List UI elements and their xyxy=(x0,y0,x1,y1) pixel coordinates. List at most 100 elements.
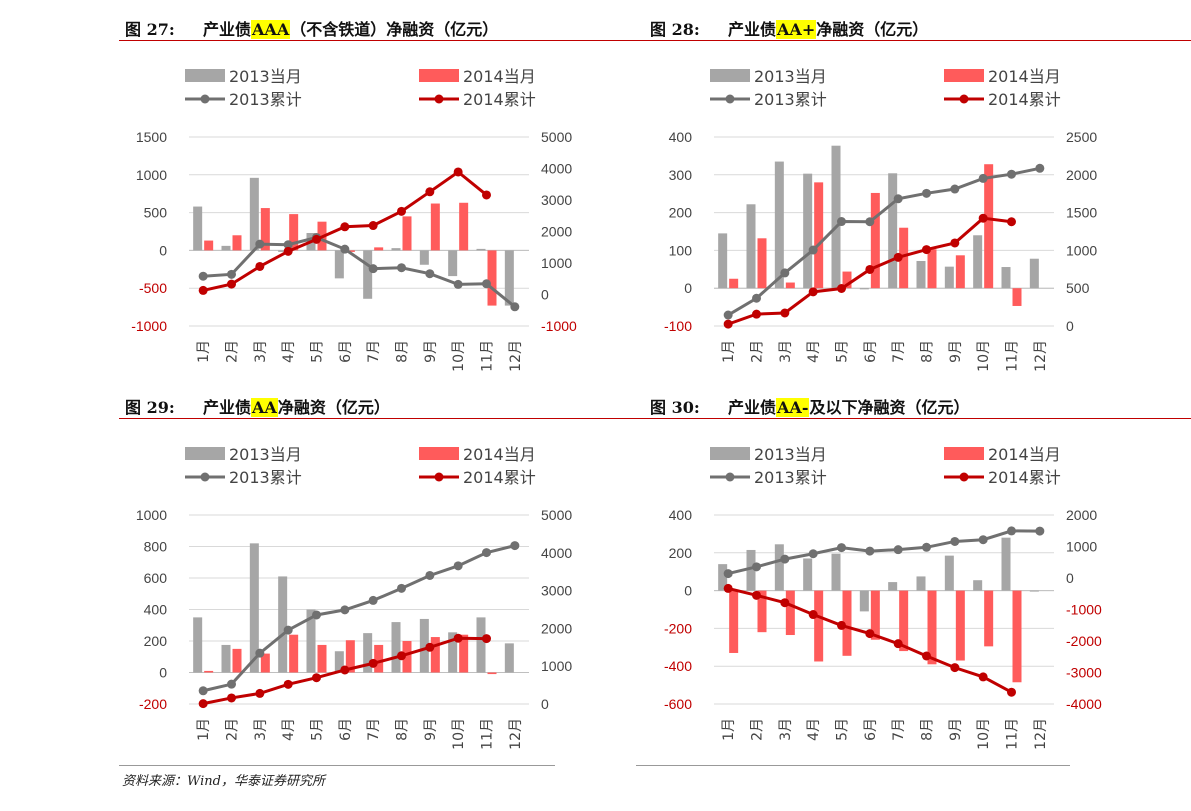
y-tick-label: 500 xyxy=(144,205,168,221)
bar xyxy=(859,288,869,290)
data-point xyxy=(922,245,931,255)
footer-divider xyxy=(119,765,555,766)
bar xyxy=(334,651,344,673)
legend-swatch xyxy=(944,69,984,82)
title-suffix: 净融资（亿元） xyxy=(816,20,929,39)
bar xyxy=(870,192,880,289)
y-tick-label: 1500 xyxy=(136,129,167,145)
y-tick-label: 200 xyxy=(669,545,693,561)
data-point xyxy=(425,269,435,279)
y2-tick-label: -1000 xyxy=(541,318,577,334)
legend-swatch xyxy=(419,69,459,82)
y2-tick-label: -2000 xyxy=(1066,633,1102,649)
bar xyxy=(831,553,841,591)
data-point xyxy=(978,173,988,183)
y-tick-label: 400 xyxy=(669,507,693,523)
data-point xyxy=(780,308,790,318)
data-point xyxy=(978,672,988,682)
y-tick-label: -200 xyxy=(139,696,167,712)
x-tick-label: 7月 xyxy=(366,340,382,363)
bar xyxy=(391,248,401,251)
data-point xyxy=(893,545,903,555)
data-point xyxy=(312,673,321,683)
x-tick-label: 9月 xyxy=(423,718,439,741)
x-tick-label: 12月 xyxy=(1033,718,1049,750)
y-tick-label: 200 xyxy=(144,633,168,649)
legend-label: 2014当月 xyxy=(988,445,1061,464)
x-tick-label: 4月 xyxy=(806,718,822,741)
x-tick-label: 10月 xyxy=(976,718,992,750)
footer-divider xyxy=(636,765,1070,766)
y2-tick-label: 3000 xyxy=(541,583,572,599)
figure-number: 图 29: xyxy=(125,398,175,417)
x-tick-label: 7月 xyxy=(891,340,907,363)
bar xyxy=(1029,258,1039,289)
data-point xyxy=(922,188,931,198)
bar xyxy=(459,634,469,673)
y-tick-label: 0 xyxy=(159,242,167,258)
legend-label: 2013累计 xyxy=(754,468,827,487)
figure-number: 图 30: xyxy=(650,398,700,417)
legend-marker xyxy=(959,472,969,482)
bar xyxy=(249,543,259,673)
bar xyxy=(984,590,994,647)
y-tick-label: 200 xyxy=(669,205,693,221)
panel-title: 图 27: 产业债AAA（不含铁道）净融资（亿元） xyxy=(119,12,675,41)
y2-tick-label: 2000 xyxy=(541,620,572,636)
legend-marker xyxy=(200,472,210,482)
y2-tick-label: 5000 xyxy=(541,507,572,523)
legend-label: 2014累计 xyxy=(463,468,536,487)
data-point xyxy=(978,535,988,545)
x-tick-label: 4月 xyxy=(281,340,297,363)
bar xyxy=(718,233,728,289)
data-point xyxy=(255,688,265,698)
panel-title: 图 28: 产业债AA+净融资（亿元） xyxy=(644,12,1191,41)
title-prefix: 产业债 xyxy=(728,398,777,417)
data-point xyxy=(482,548,491,558)
data-point xyxy=(425,187,435,197)
bar xyxy=(448,250,458,277)
y2-tick-label: 2000 xyxy=(1066,507,1097,523)
data-point xyxy=(808,287,818,297)
legend-label: 2014累计 xyxy=(463,90,536,109)
bar xyxy=(814,182,824,289)
y2-tick-label: 4000 xyxy=(541,545,572,561)
data-point xyxy=(808,610,818,620)
x-tick-label: 3月 xyxy=(253,340,269,363)
panel-fig30: 图 30: 产业债AA-及以下净融资（亿元） -600 -400 -200 0 200 4… xyxy=(644,390,1191,762)
x-tick-label: 5月 xyxy=(310,718,326,741)
legend-swatch xyxy=(185,447,225,460)
y2-tick-label: 1000 xyxy=(541,255,572,271)
data-point xyxy=(780,268,790,278)
data-point xyxy=(255,261,265,271)
data-point xyxy=(227,693,236,703)
y-tick-label: -600 xyxy=(664,696,692,712)
x-tick-label: 4月 xyxy=(806,340,822,363)
data-point xyxy=(255,648,265,658)
data-point xyxy=(950,238,960,248)
y-tick-label: 300 xyxy=(669,167,693,183)
bar xyxy=(774,161,784,289)
bar xyxy=(927,249,937,289)
bar xyxy=(916,260,926,289)
bar xyxy=(831,145,841,289)
bar xyxy=(814,590,824,662)
data-point xyxy=(837,217,846,227)
legend-label: 2013累计 xyxy=(754,90,827,109)
x-tick-label: 3月 xyxy=(778,718,794,741)
bar xyxy=(260,208,270,251)
legend-marker xyxy=(959,94,969,104)
x-tick-label: 9月 xyxy=(948,340,964,363)
y-tick-label: 600 xyxy=(144,570,168,586)
bar xyxy=(317,644,327,673)
x-tick-label: 3月 xyxy=(253,718,269,741)
x-tick-label: 11月 xyxy=(480,718,496,750)
x-tick-label: 12月 xyxy=(508,340,524,372)
data-point xyxy=(397,206,406,216)
x-tick-label: 12月 xyxy=(1033,340,1049,372)
data-point xyxy=(368,658,378,668)
bar xyxy=(888,582,898,591)
bar xyxy=(193,617,203,673)
data-point xyxy=(198,699,208,709)
legend-label: 2014累计 xyxy=(988,468,1061,487)
